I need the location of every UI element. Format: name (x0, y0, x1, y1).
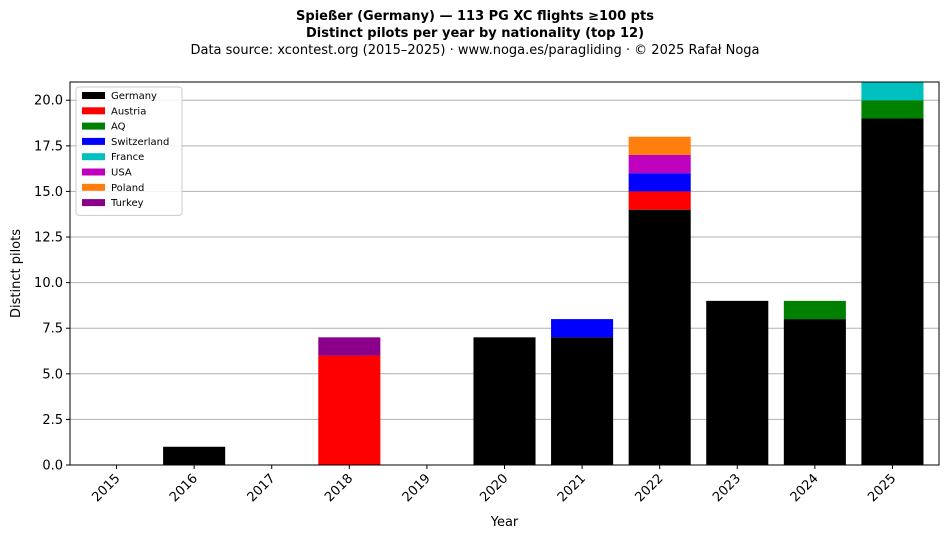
x-tick-label: 2022 (632, 471, 666, 505)
x-tick-label: 2024 (788, 471, 822, 505)
legend-swatch-poland (82, 183, 105, 191)
bar-segment-turkey-2018 (318, 337, 381, 356)
chart-subtitle: Data source: xcontest.org (2015–2025) · … (190, 43, 760, 58)
x-axis-label: Year (490, 515, 519, 530)
y-tick-label: 2.5 (42, 413, 63, 428)
legend-label-austria: Austria (111, 106, 146, 117)
chart-title-line2: Distinct pilots per year by nationality … (305, 26, 645, 41)
bar-segment-austria-2022 (628, 191, 691, 210)
bar-segment-germany-2021 (551, 337, 614, 465)
y-axis-label: Distinct pilots (9, 229, 24, 318)
bar-segment-germany-2023 (706, 300, 769, 465)
legend-swatch-germany (82, 92, 105, 99)
x-tick-label: 2025 (865, 471, 899, 505)
bar-segment-aq-2025 (861, 100, 924, 119)
bars-group (163, 82, 924, 465)
x-tick-label: 2017 (245, 471, 279, 505)
x-tick-label: 2018 (322, 471, 356, 505)
x-tick-label: 2023 (710, 471, 744, 505)
y-tick-label: 17.5 (34, 139, 63, 154)
x-tick-label: 2021 (555, 471, 589, 505)
legend-swatch-aq (82, 122, 105, 130)
legend-label-poland: Poland (111, 183, 144, 194)
y-tick-label: 0.0 (42, 459, 63, 474)
bar-segment-germany-2016 (163, 446, 226, 465)
legend-swatch-switzerland (82, 137, 105, 145)
x-tick-label: 2015 (89, 471, 123, 505)
legend-swatch-turkey (82, 199, 105, 207)
legend-label-switzerland: Switzerland (111, 137, 169, 148)
legend-label-france: France (111, 152, 144, 163)
legend-swatch-austria (82, 107, 105, 115)
bar-segment-usa-2022 (628, 154, 691, 174)
legend-label-aq: AQ (111, 122, 126, 133)
y-tick-label: 7.5 (42, 322, 63, 337)
bar-segment-switzerland-2022 (628, 173, 691, 192)
bar-segment-france-2025 (861, 82, 924, 101)
bar-segment-germany-2022 (628, 209, 691, 465)
x-tick-label: 2020 (477, 471, 511, 505)
legend-label-usa: USA (111, 168, 132, 179)
legend-box (75, 86, 183, 216)
legend-label-germany: Germany (111, 91, 157, 102)
y-tick-label: 5.0 (42, 367, 63, 382)
y-tick-label: 15.0 (34, 185, 63, 200)
y-tick-label: 20.0 (34, 94, 63, 109)
legend-label-turkey: Turkey (110, 198, 144, 209)
y-tick-label: 10.0 (34, 276, 63, 291)
bar-segment-germany-2024 (783, 319, 846, 465)
bar-segment-switzerland-2021 (551, 319, 614, 338)
bar-segment-poland-2022 (628, 136, 691, 155)
chart-title-block: Spießer (Germany) — 113 PG XC flights ≥1… (0, 8, 950, 59)
bar-segment-aq-2024 (783, 300, 846, 320)
bar-segment-germany-2025 (861, 118, 924, 465)
bar-segment-germany-2020 (473, 337, 536, 465)
legend-swatch-france (82, 153, 105, 161)
legend-swatch-usa (82, 168, 105, 176)
bar-segment-austria-2018 (318, 355, 381, 465)
y-tick-label: 12.5 (34, 231, 63, 246)
x-tick-label: 2019 (400, 471, 434, 505)
chart-title-line1: Spießer (Germany) — 113 PG XC flights ≥1… (296, 9, 654, 24)
x-tick-label: 2016 (167, 471, 201, 505)
